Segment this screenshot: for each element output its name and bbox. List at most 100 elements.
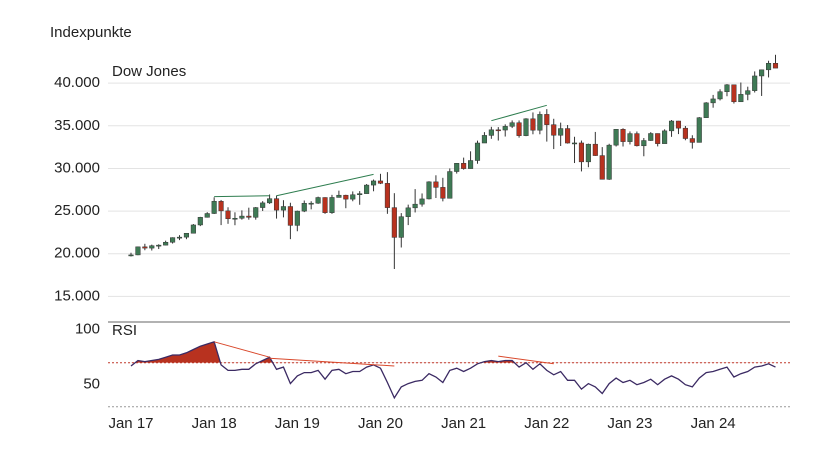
candle-body: [239, 215, 245, 219]
candle-body: [384, 183, 390, 208]
candle-body: [253, 207, 259, 218]
candle-body: [530, 118, 536, 131]
candle-body: [211, 201, 217, 214]
candle-body: [696, 117, 702, 143]
x-tick-label: Jan 24: [691, 415, 736, 432]
candle-body: [197, 217, 203, 226]
candle-body: [371, 180, 377, 186]
trendline: [214, 195, 270, 198]
candle-body: [620, 129, 626, 142]
rsi-line: [130, 340, 776, 400]
candle-body: [329, 197, 335, 213]
candle-body: [558, 128, 564, 136]
candle-body: [287, 206, 293, 226]
candle-body: [357, 193, 363, 196]
candle-body: [641, 140, 647, 147]
candle-body: [509, 122, 515, 127]
candle-body: [225, 210, 231, 220]
x-tick-label: Jan 22: [524, 415, 569, 432]
candle-body: [551, 124, 557, 136]
y-tick-label: 40.000: [54, 74, 100, 91]
trendline: [276, 173, 374, 197]
candle-body: [315, 197, 321, 204]
axis-title: Indexpunkte: [50, 24, 132, 41]
candle-body: [440, 187, 446, 199]
trendline: [498, 355, 554, 365]
panel-label: RSI: [112, 322, 137, 339]
candle-body: [731, 84, 737, 103]
candle-body: [648, 133, 654, 141]
candle-body: [738, 94, 744, 103]
y-tick-label: 50: [83, 376, 100, 393]
candle-body: [752, 75, 758, 91]
candle-body: [433, 181, 439, 188]
candle-body: [398, 216, 404, 238]
candle-body: [391, 207, 397, 238]
candle-body: [578, 142, 585, 163]
candle-body: [454, 163, 460, 172]
candle-body: [426, 181, 432, 200]
candle-body: [294, 210, 300, 226]
candle-body: [537, 114, 543, 131]
candle-body: [544, 114, 550, 125]
candle-body: [585, 143, 591, 163]
candle-body: [474, 142, 481, 161]
candle-body: [204, 213, 210, 218]
candle-body: [232, 217, 238, 220]
candle-body: [613, 129, 619, 146]
candle-body: [364, 184, 370, 194]
candle-body: [149, 245, 155, 249]
overbought-fill: [131, 341, 776, 363]
y-tick-label: 20.000: [54, 245, 100, 262]
x-tick-label: Jan 20: [358, 415, 403, 432]
x-tick-label: Jan 23: [607, 415, 652, 432]
candle-body: [301, 203, 307, 212]
candle-body: [717, 91, 723, 100]
candle-body: [627, 133, 633, 142]
candle-body: [176, 236, 183, 239]
candle-body: [495, 129, 501, 132]
candle-body: [710, 98, 716, 104]
candle-body: [606, 144, 612, 180]
y-tick-label: 30.000: [54, 159, 100, 176]
candle-body: [461, 163, 467, 169]
candle-body: [766, 63, 772, 71]
candle-body: [655, 133, 661, 144]
candle-body: [280, 206, 287, 211]
y-tick-label: 15.000: [54, 287, 100, 304]
candle-body: [724, 84, 730, 92]
candle-body: [260, 202, 266, 208]
candle-body: [668, 120, 675, 132]
candle-body: [267, 198, 273, 204]
candle-body: [662, 130, 668, 144]
candle-body: [565, 128, 571, 144]
candle-body: [682, 127, 688, 139]
candle-body: [703, 102, 709, 118]
trendline: [214, 341, 270, 358]
candle-body: [481, 135, 487, 144]
panel-label: Dow Jones: [112, 63, 186, 80]
candle-body: [322, 197, 328, 213]
x-tick-label: Jan 18: [192, 415, 237, 432]
candle-body: [634, 133, 640, 147]
candle-body: [142, 246, 148, 249]
candle-body: [419, 198, 425, 205]
candle-body: [377, 180, 384, 184]
candle-body: [343, 194, 349, 200]
candle-body: [163, 241, 169, 246]
candle-body: [772, 63, 779, 69]
candle-body: [135, 246, 141, 256]
candle-body: [502, 126, 508, 131]
candle-body: [689, 138, 695, 143]
candle-body: [759, 69, 765, 77]
trendline: [491, 104, 547, 122]
x-tick-label: Jan 19: [275, 415, 320, 432]
y-tick-label: 35.000: [54, 117, 100, 134]
candle-body: [128, 254, 134, 257]
candle-body: [447, 171, 453, 199]
candle-body: [350, 194, 356, 200]
candle-body: [412, 203, 418, 209]
candle-body: [488, 129, 494, 136]
candle-body: [273, 198, 280, 211]
